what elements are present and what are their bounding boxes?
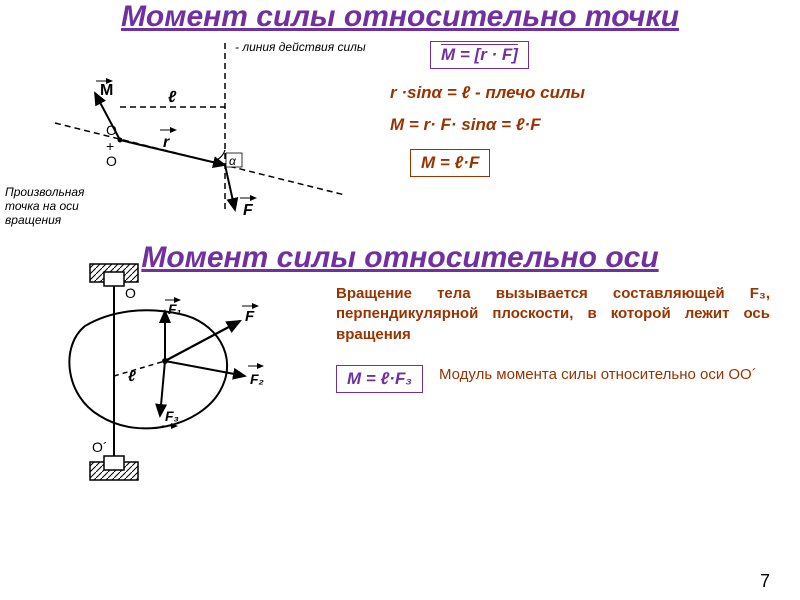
page-number: 7 (760, 571, 770, 592)
svg-text:O: O (125, 285, 136, 301)
svg-text:M: M (100, 82, 113, 99)
diagram-axis: O О´ ℓ F F₁ F₂ F₃ (30, 256, 330, 486)
svg-text:F₃: F₃ (165, 408, 179, 424)
svg-text:F₂: F₂ (250, 371, 264, 387)
arm-line: r ·sinα = ℓ - плечо силы (390, 83, 800, 103)
title-1: Момент силы относительно точки (0, 0, 800, 33)
diagram-point: - линия действия силы O + O M r ℓ F (0, 35, 380, 235)
arb-point-note: Произвольная точка на оси вращения (5, 185, 115, 227)
mod-desc: Модуль момента силы относительно оси ОО´ (439, 365, 757, 385)
svg-text:ℓ: ℓ (128, 368, 136, 385)
axis-desc: Вращение тела вызывается составляющей F₃… (336, 284, 770, 345)
mag-line: M = r· F· sinα = ℓ·F (390, 115, 800, 135)
svg-text:O: O (106, 153, 117, 169)
svg-text:О´: О´ (92, 439, 108, 455)
svg-text:r: r (163, 134, 170, 151)
svg-text:α: α (229, 154, 237, 168)
svg-text:ℓ: ℓ (168, 89, 177, 106)
line-action-label: - линия действия силы (235, 40, 366, 54)
formula-axis: M = ℓ·F₃ (336, 365, 423, 393)
svg-text:F: F (245, 308, 255, 325)
formula-scalar: M = ℓ·F (410, 149, 490, 177)
formula-vector: M = [r · F] (430, 41, 529, 69)
svg-text:F: F (243, 202, 254, 219)
svg-text:+: + (106, 138, 114, 154)
svg-text:F₁: F₁ (168, 301, 182, 317)
